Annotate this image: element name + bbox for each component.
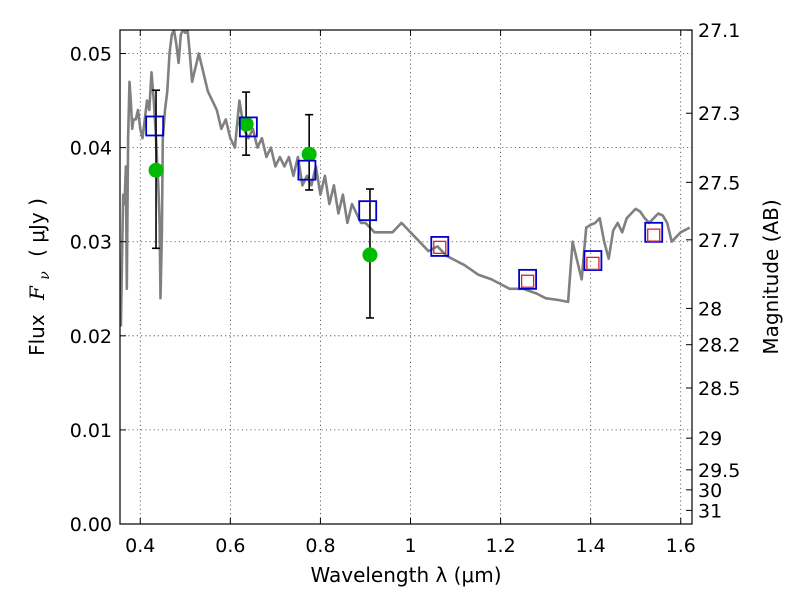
model-photometry-point [145,115,165,137]
nir-photometry-point [520,274,535,288]
y-axis-label: Flux F ν ( μJy ) [25,198,54,356]
y-axis-label-subscript: ν [37,271,53,280]
nir-photometry-point [433,240,447,255]
x-axis-label: Wavelength λ (μm) [310,563,501,587]
y2-tick-label: 29 [698,428,722,450]
y-tick-label: 0.05 [70,44,112,66]
y-axis-label-unit: ( μJy ) [25,198,49,257]
x-tick-label: 1 [404,535,416,557]
y-tick-label: 0.01 [70,420,112,442]
model-photometry-point [430,236,450,257]
y2-axis-label: Magnitude (AB) [759,199,783,354]
y2-tick-label: 27.3 [698,103,740,125]
y2-tick-label: 28.2 [698,335,740,357]
y2-tick-label: 31 [698,500,722,522]
y2-tick-label: 29.5 [698,460,740,482]
model-photometry-point [644,221,664,243]
plot-frame [119,29,693,525]
y2-tick-label: 27.7 [698,230,740,252]
x-tick-label: 0.8 [305,535,335,557]
model-spectrum-line [120,30,691,327]
y-tick-label: 0.04 [70,138,112,160]
model-photometry-point [297,159,317,181]
model-spectrum-layer [120,30,691,327]
model-photometry-point [358,200,378,222]
observed-point [362,247,378,263]
model-photometry-point [238,116,258,138]
x-tick-label: 1.4 [576,535,606,557]
observed-point [148,162,164,178]
x-tick-label: 0.6 [215,535,245,557]
y2-tick-label: 27.5 [698,172,740,194]
x-tick-label: 0.4 [125,535,155,557]
nir-photometry-layer [433,228,661,288]
y-axis-label-symbol: F [25,285,49,301]
y-axis-ticks: 0.00 0.01 0.02 0.03 0.04 0.05 [70,44,126,536]
y-tick-label: 0.03 [70,232,112,254]
nir-photometry-point [647,228,661,242]
y2-tick-label: 30 [698,480,722,502]
y2-tick-label: 27.1 [698,20,740,42]
x-tick-label: 1.2 [485,535,515,557]
y-axis-label-text: Flux [25,314,49,356]
observed-point [238,116,254,132]
y2-tick-label: 28 [698,298,722,320]
grid-lines [120,30,692,524]
model-photometry-layer [145,115,664,290]
y2-tick-label: 28.5 [698,378,740,400]
observed-point [301,146,317,162]
x-axis-ticks: 0.4 0.6 0.8 1 1.2 1.4 1.6 [125,30,696,557]
model-photometry-point [583,250,603,271]
x-tick-label: 1.6 [666,535,696,557]
y-tick-label: 0.00 [70,514,112,536]
y-tick-label: 0.02 [70,326,112,348]
model-photometry-point [518,268,538,290]
nir-photometry-point [586,256,600,271]
observed-points-layer [148,116,378,263]
